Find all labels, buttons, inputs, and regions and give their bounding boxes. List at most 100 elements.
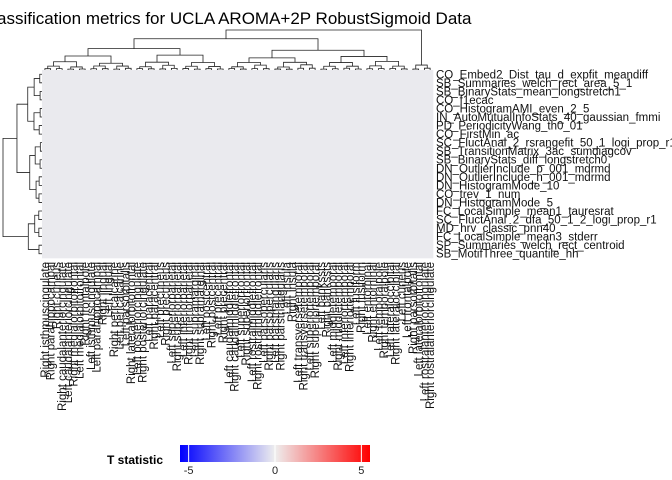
heatmap-cell [116, 172, 123, 182]
heatmap-cell [289, 249, 296, 259]
heatmap-cell [134, 121, 141, 131]
heatmap-cell [318, 164, 325, 173]
heatmap-cell [260, 146, 267, 156]
column-dendrogram-branch [205, 68, 213, 70]
heatmap-cell [93, 249, 100, 259]
heatmap-cell [392, 78, 399, 88]
column-label: Right parsorbitalis [408, 262, 420, 354]
heatmap-cell [76, 198, 83, 208]
heatmap-cell [208, 181, 215, 190]
heatmap-cell [145, 164, 152, 173]
heatmap-cell [421, 172, 428, 182]
heatmap-cell [398, 95, 405, 105]
heatmap-cell [243, 172, 250, 182]
heatmap-cell [82, 172, 89, 182]
heatmap-cell [260, 240, 267, 250]
heatmap-cell [180, 232, 187, 242]
row-label: SB_BinaryStats_mean_longstretch1 [436, 86, 621, 98]
heatmap-cell [203, 249, 210, 259]
heatmap-cell [260, 206, 267, 216]
row-label: SC_FluctAnal_2_rsrangefit_50_1_logi_prop… [436, 138, 672, 150]
heatmap-cell [306, 95, 313, 105]
heatmap-cell [59, 232, 66, 242]
heatmap-cell [157, 70, 164, 79]
heatmap-cell [180, 138, 187, 148]
heatmap-cell [381, 87, 388, 96]
heatmap-cell [392, 146, 399, 156]
heatmap-cell [208, 223, 215, 233]
heatmap-cell [185, 95, 192, 105]
heatmap-cell [289, 121, 296, 131]
heatmap-cell [341, 249, 348, 259]
heatmap-cell [47, 164, 54, 173]
heatmap-cell [145, 78, 152, 88]
heatmap-cell [364, 172, 371, 182]
column-dendrogram-branch [285, 68, 293, 70]
heatmap-cell [369, 121, 376, 131]
column-label: Left pericalcarine [115, 262, 127, 350]
heatmap-cell [277, 223, 284, 233]
heatmap-cell [105, 189, 112, 199]
heatmap-cell [220, 146, 227, 156]
heatmap-cell [381, 95, 388, 105]
heatmap-cell [312, 95, 319, 105]
heatmap-cell [76, 206, 83, 216]
heatmap-cell [220, 87, 227, 96]
heatmap-cell [352, 172, 359, 182]
heatmap-cell [191, 198, 198, 208]
heatmap-cell [237, 78, 244, 88]
heatmap-cell [185, 249, 192, 259]
heatmap-cell [111, 78, 118, 88]
heatmap-cell [174, 95, 181, 105]
heatmap-cell [226, 172, 233, 182]
heatmap-cell [47, 189, 54, 199]
column-label: Right lateraloccipital [391, 262, 403, 365]
heatmap-cell [381, 189, 388, 199]
heatmap-cell [220, 249, 227, 259]
heatmap-cell [111, 121, 118, 131]
heatmap-cell [387, 189, 394, 199]
heatmap-cell [266, 138, 273, 148]
heatmap-cell [306, 189, 313, 199]
heatmap-cell [329, 223, 336, 233]
heatmap-cell [116, 164, 123, 173]
heatmap-cell [272, 189, 279, 199]
heatmap-cell [157, 189, 164, 199]
heatmap-cell [128, 198, 135, 208]
heatmap-cell [289, 223, 296, 233]
heatmap-cell [427, 181, 434, 190]
heatmap-cell [237, 181, 244, 190]
heatmap-cell [237, 206, 244, 216]
heatmap-cell [300, 172, 307, 182]
heatmap-cell [387, 70, 394, 79]
heatmap-cell [134, 249, 141, 259]
heatmap-cell [185, 181, 192, 190]
heatmap-cell [174, 70, 181, 79]
heatmap-cell [387, 232, 394, 242]
heatmap-cell [300, 189, 307, 199]
heatmap-cell [53, 223, 60, 233]
heatmap-cell [70, 215, 77, 225]
heatmap-cell [191, 189, 198, 199]
heatmap-cell [139, 95, 146, 105]
heatmap-cell [352, 198, 359, 208]
heatmap-cell [341, 95, 348, 105]
heatmap-cell [82, 78, 89, 88]
heatmap-cell [214, 87, 221, 96]
heatmap-cell [392, 87, 399, 96]
heatmap-cell [410, 189, 417, 199]
column-dendrogram-branch [193, 68, 201, 70]
heatmap-cell [180, 223, 187, 233]
heatmap-cell [289, 164, 296, 173]
heatmap-cell [134, 215, 141, 225]
heatmap-cell [185, 198, 192, 208]
column-dendrogram-branch [228, 68, 236, 70]
heatmap-cell [323, 155, 330, 165]
heatmap-cell [53, 249, 60, 259]
heatmap-cell [329, 138, 336, 148]
heatmap-cell [180, 189, 187, 199]
heatmap-cell [375, 112, 382, 122]
heatmap-cell [369, 240, 376, 250]
heatmap-cell [139, 232, 146, 242]
heatmap-cell [99, 223, 106, 233]
